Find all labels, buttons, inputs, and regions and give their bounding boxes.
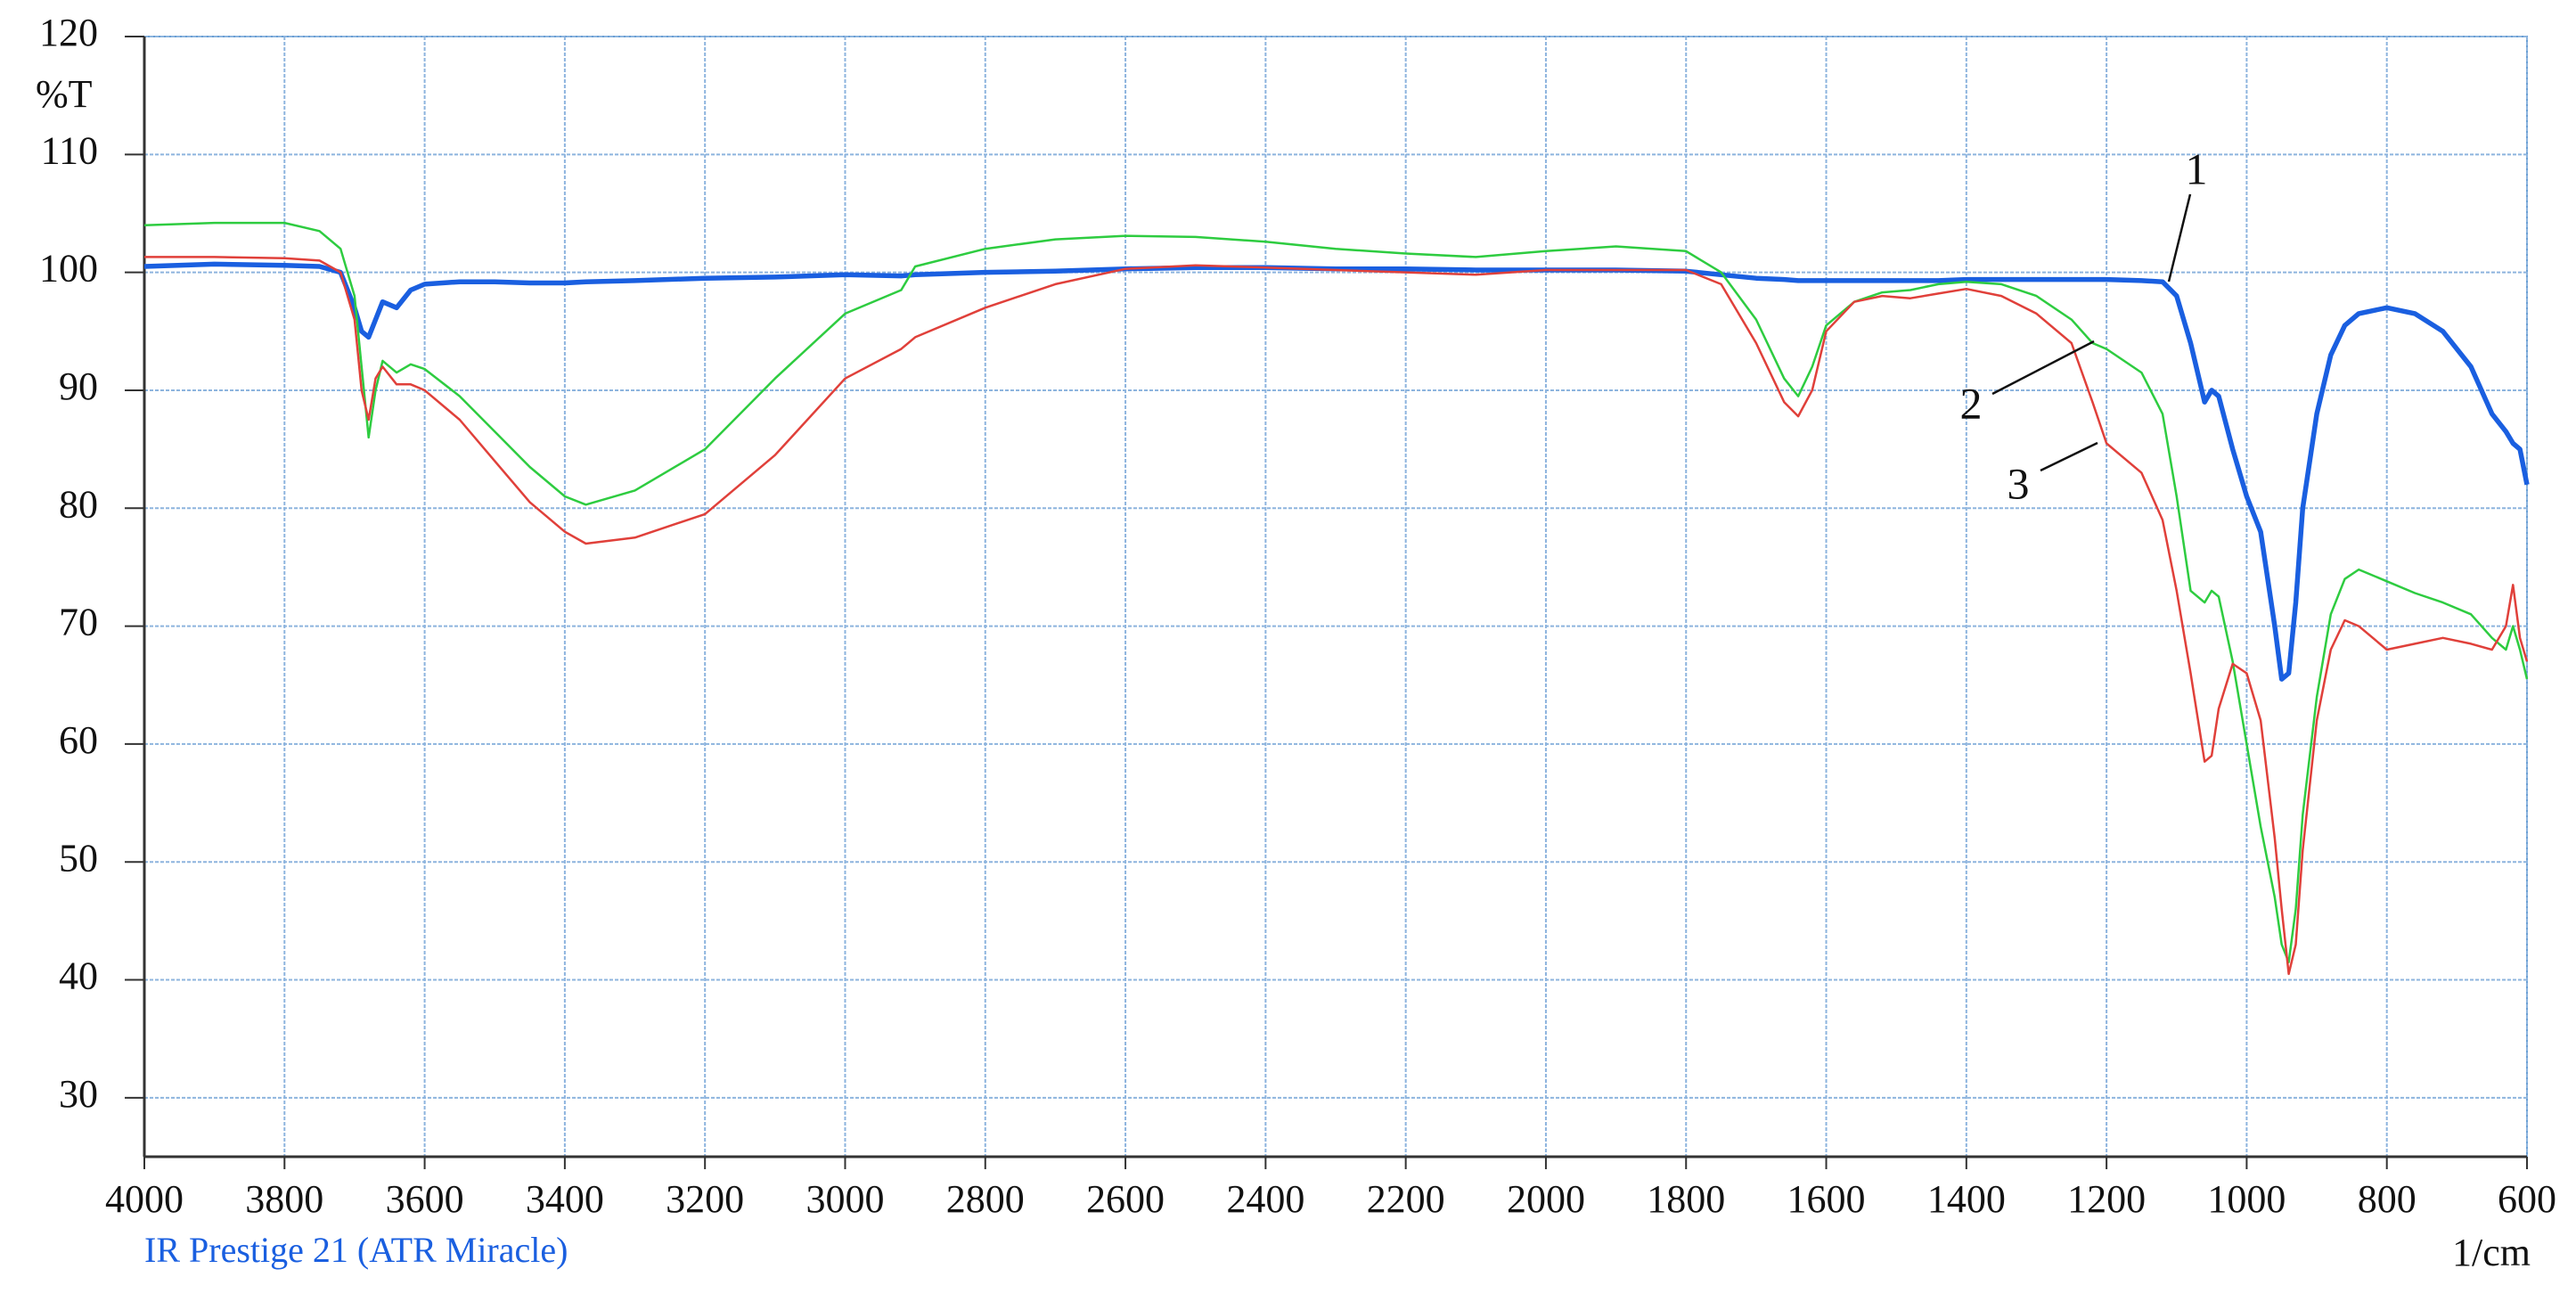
x-tick-label: 3600	[386, 1177, 464, 1221]
label-leader	[1991, 340, 2095, 396]
y-tick-label: 100	[39, 247, 98, 291]
x-axis-label: 1/cm	[2452, 1231, 2531, 1274]
x-tick-label: 2800	[946, 1177, 1025, 1221]
series-label: 1	[2186, 143, 2208, 193]
label-leader	[2167, 193, 2192, 282]
y-tick-label: 80	[59, 482, 98, 526]
y-tick-label: 50	[59, 836, 98, 880]
y-tick-label: 70	[59, 601, 98, 644]
x-tick-label: 3200	[666, 1177, 744, 1221]
y-tick-label: 60	[59, 718, 98, 762]
x-tick-label: 4000	[105, 1177, 184, 1221]
plot-area	[143, 36, 2528, 1158]
x-tick-label: 2200	[1367, 1177, 1445, 1221]
label-leader	[2040, 441, 2098, 472]
x-tick-label: 600	[2498, 1177, 2556, 1221]
x-tick-label: 1600	[1787, 1177, 1866, 1221]
x-tick-label: 1200	[2067, 1177, 2146, 1221]
x-tick-label: 2600	[1086, 1177, 1165, 1221]
x-tick-label: 1800	[1647, 1177, 1725, 1221]
x-tick-label: 3000	[806, 1177, 884, 1221]
spectrum-line	[143, 261, 2530, 682]
x-tick-label: 2400	[1226, 1177, 1304, 1221]
x-tick-label: 800	[2358, 1177, 2417, 1221]
spectrum-line	[144, 256, 2529, 976]
y-tick-label: 90	[59, 364, 98, 408]
x-tick-label: 2000	[1507, 1177, 1585, 1221]
y-axis-label: %T	[36, 72, 93, 116]
y-tick-label: 120	[39, 11, 98, 54]
y-tick-label: 110	[41, 128, 98, 172]
spectrum-line	[143, 221, 2529, 963]
x-tick-label: 1000	[2207, 1177, 2286, 1221]
x-tick-label: 3800	[245, 1177, 323, 1221]
footnote: IR Prestige 21 (ATR Miracle)	[144, 1230, 568, 1270]
x-tick-label: 3400	[526, 1177, 604, 1221]
y-tick-label: 30	[59, 1072, 98, 1116]
series-label: 3	[2008, 458, 2030, 508]
y-tick-label: 40	[59, 954, 98, 998]
series-label: 2	[1960, 378, 1983, 428]
x-tick-label: 1400	[1927, 1177, 2006, 1221]
